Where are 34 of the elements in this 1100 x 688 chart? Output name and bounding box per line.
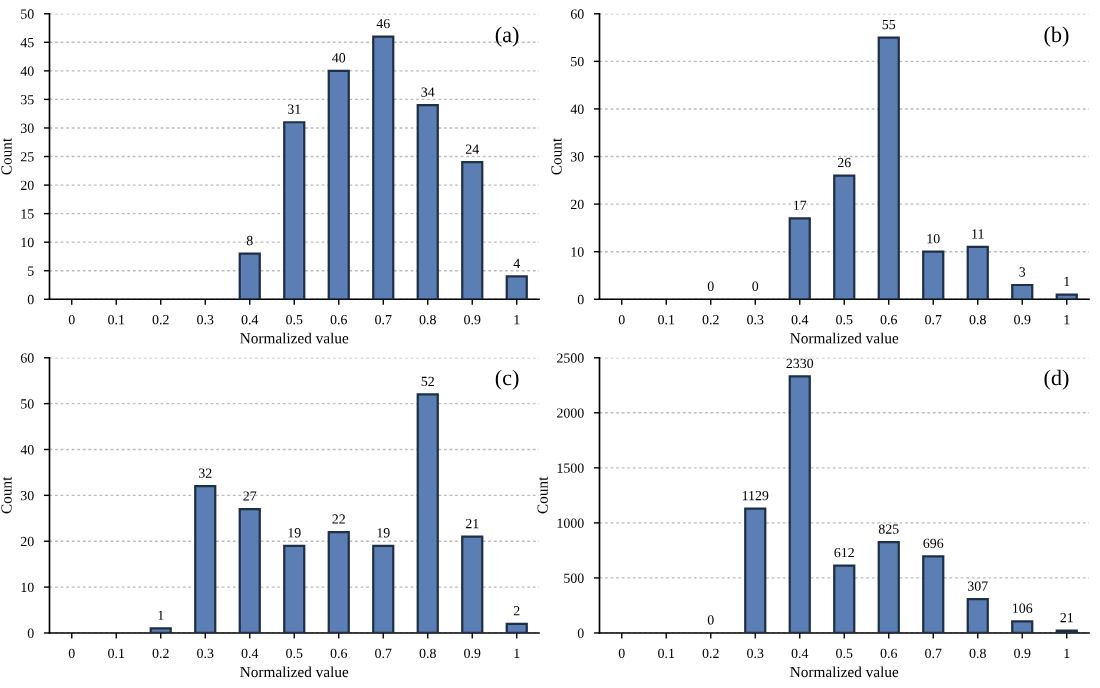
bar — [238, 252, 261, 300]
bar — [877, 36, 900, 300]
annotation: (b) — [1044, 26, 1069, 47]
bar — [505, 622, 528, 633]
annotation: (d) — [1044, 369, 1069, 390]
bar — [372, 35, 395, 300]
bar — [966, 245, 989, 300]
bar — [327, 530, 350, 633]
bar — [877, 541, 900, 633]
bar — [416, 393, 439, 633]
bar — [922, 555, 945, 633]
bar — [833, 174, 856, 300]
bar — [149, 627, 172, 633]
bar — [1055, 293, 1078, 300]
bar — [461, 161, 484, 300]
bar — [283, 544, 306, 633]
bar — [788, 217, 811, 300]
bar — [461, 535, 484, 633]
bar — [416, 104, 439, 300]
bar — [788, 375, 811, 633]
bar — [372, 544, 395, 633]
bar — [922, 250, 945, 300]
bar — [966, 598, 989, 633]
annotation: (c) — [495, 369, 519, 390]
bar — [1011, 620, 1034, 633]
bar — [283, 121, 306, 300]
bar — [194, 485, 217, 633]
bar — [327, 69, 350, 300]
bar — [238, 508, 261, 633]
bar — [744, 507, 767, 633]
annotation: (a) — [495, 26, 519, 47]
bar — [833, 564, 856, 633]
bar — [1011, 283, 1034, 300]
bar — [505, 275, 528, 300]
